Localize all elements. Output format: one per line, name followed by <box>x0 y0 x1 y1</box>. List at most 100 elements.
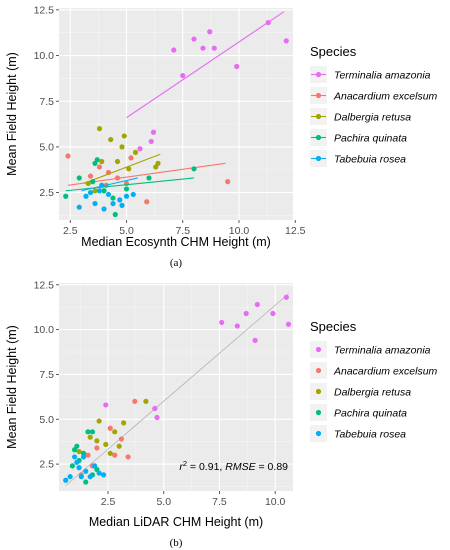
annotation-part: = 0.91, <box>187 461 225 473</box>
data-point <box>96 126 103 132</box>
legend-item: Anacardium excelsum <box>310 87 438 104</box>
data-point <box>119 144 125 150</box>
legend-point-glyph <box>315 113 322 120</box>
x-tick-label: 10.0 <box>229 225 250 237</box>
data-point <box>87 189 94 196</box>
data-point <box>112 429 118 435</box>
data-point <box>154 414 160 421</box>
y-tick-label: 10.0 <box>34 324 55 336</box>
series-dalbergia-retusa <box>83 126 161 194</box>
series-tabebuia-rosea <box>63 454 107 483</box>
data-point <box>252 337 258 343</box>
data-point <box>69 463 75 469</box>
y-tick-label: 2.5 <box>39 187 54 199</box>
plot-background <box>59 283 293 491</box>
x-axis-title: Median Ecosynth CHM Height (m) <box>81 235 271 249</box>
series-pachira-quinata <box>63 157 197 218</box>
data-point <box>94 445 100 451</box>
data-point <box>83 193 89 199</box>
data-point <box>180 73 186 79</box>
data-point <box>118 436 124 442</box>
data-point <box>254 301 260 308</box>
data-point <box>87 434 93 440</box>
data-point <box>126 166 132 172</box>
x-axis-title: Median LiDAR CHM Height (m) <box>89 515 263 529</box>
x-tick-label: 12.5 <box>285 225 306 237</box>
data-point <box>128 155 134 161</box>
annotation-part: r <box>179 461 183 473</box>
data-point <box>83 468 89 474</box>
plot-area <box>63 11 289 218</box>
data-point <box>283 38 289 44</box>
data-point <box>207 29 213 35</box>
data-point <box>96 188 103 194</box>
annotation-part: = 0.89 <box>256 461 289 473</box>
data-point <box>112 452 118 458</box>
data-point <box>171 47 177 53</box>
data-point <box>130 191 136 198</box>
data-point <box>152 405 158 412</box>
panel-caption: (b) <box>170 537 183 549</box>
data-point <box>116 443 122 449</box>
legend-label: Tabebuia rosea <box>334 429 406 441</box>
data-point <box>211 45 217 51</box>
data-point <box>200 45 206 51</box>
legend: Species Terminalia amazonia Anacardium exc… <box>310 44 438 167</box>
legend-label: Anacardium excelsum <box>333 366 438 378</box>
legend-point-glyph <box>315 92 322 99</box>
legend-label: Terminalia amazonia <box>334 70 431 82</box>
plot-background <box>59 8 293 220</box>
chart-panel-a: 2.5 5.0 7.5 10.0 12.5 2.5 5.0 7.5 10.0 12.5 Median… <box>5 4 438 269</box>
legend-point-glyph <box>315 71 322 78</box>
x-tick-label: 5.0 <box>119 225 134 237</box>
reference-line <box>65 293 289 486</box>
data-point <box>110 195 116 201</box>
data-point <box>191 166 197 172</box>
data-point <box>107 450 113 456</box>
data-point <box>270 310 276 317</box>
data-point <box>107 425 113 431</box>
data-point <box>219 319 225 326</box>
data-point <box>94 438 100 444</box>
data-point <box>96 418 102 424</box>
data-point <box>234 323 240 329</box>
data-point <box>155 160 161 166</box>
plot-area <box>63 293 292 486</box>
data-point <box>285 321 292 327</box>
data-point <box>132 149 139 155</box>
legend-item: Dalbergia retusa <box>310 108 411 125</box>
data-point <box>121 133 127 139</box>
legend-point-glyph <box>315 346 322 353</box>
data-point <box>103 402 109 408</box>
data-point <box>96 164 103 170</box>
data-point <box>144 199 150 205</box>
data-point <box>76 175 82 181</box>
chart-panel-b: 2.5 5.0 7.5 10.0 2.5 5.0 7.5 10.0 12.5 r2 = 0.91,… <box>5 279 438 549</box>
y-tick-label: 5.0 <box>39 414 54 426</box>
data-point <box>92 200 98 207</box>
data-point <box>87 173 94 179</box>
legend-title: Species <box>310 319 357 334</box>
legend-point-glyph <box>315 367 322 374</box>
legend-item: Dalbergia retusa <box>310 383 411 400</box>
data-point <box>100 472 107 478</box>
data-point <box>89 429 96 435</box>
data-point <box>101 188 107 194</box>
x-tick-label: 2.5 <box>101 496 116 508</box>
legend-label: Tabebuia rosea <box>334 154 406 166</box>
data-point <box>94 157 100 163</box>
fit-statistics-annotation: r2 = 0.91, RMSE = 0.89 <box>179 459 288 474</box>
data-point <box>78 474 84 480</box>
data-point <box>76 448 82 455</box>
data-point <box>80 450 87 456</box>
data-point <box>108 136 114 143</box>
y-tick-label: 12.5 <box>34 4 55 16</box>
data-point <box>101 206 107 212</box>
data-point <box>132 398 138 404</box>
data-point <box>283 294 289 300</box>
data-point <box>105 191 112 198</box>
y-tick-label: 7.5 <box>39 369 54 381</box>
data-point <box>234 63 240 70</box>
legend-item: Tabebuia rosea <box>310 150 406 167</box>
